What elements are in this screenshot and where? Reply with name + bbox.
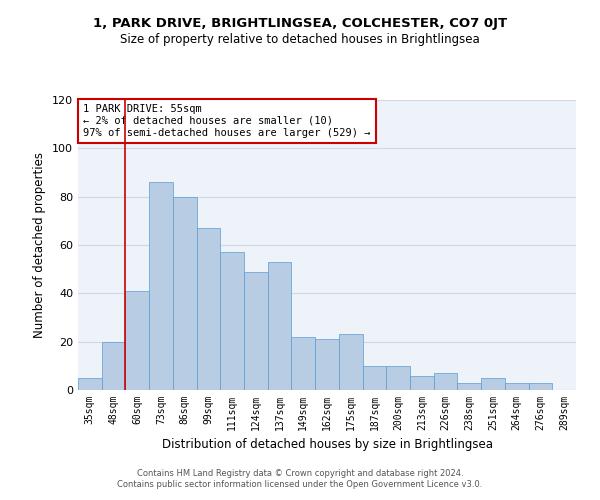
Bar <box>268 262 292 390</box>
Bar <box>386 366 410 390</box>
Bar <box>125 291 149 390</box>
Text: 1, PARK DRIVE, BRIGHTLINGSEA, COLCHESTER, CO7 0JT: 1, PARK DRIVE, BRIGHTLINGSEA, COLCHESTER… <box>93 18 507 30</box>
Bar <box>220 252 244 390</box>
Bar <box>434 373 457 390</box>
Text: Contains HM Land Registry data © Crown copyright and database right 2024.: Contains HM Land Registry data © Crown c… <box>137 468 463 477</box>
Bar <box>173 196 197 390</box>
Bar <box>481 378 505 390</box>
Text: Size of property relative to detached houses in Brightlingsea: Size of property relative to detached ho… <box>120 32 480 46</box>
Y-axis label: Number of detached properties: Number of detached properties <box>34 152 46 338</box>
Bar <box>529 383 552 390</box>
Bar <box>457 383 481 390</box>
Text: 1 PARK DRIVE: 55sqm
← 2% of detached houses are smaller (10)
97% of semi-detache: 1 PARK DRIVE: 55sqm ← 2% of detached hou… <box>83 104 370 138</box>
Bar <box>197 228 220 390</box>
Bar <box>339 334 362 390</box>
Bar <box>505 383 529 390</box>
X-axis label: Distribution of detached houses by size in Brightlingsea: Distribution of detached houses by size … <box>161 438 493 452</box>
Bar <box>244 272 268 390</box>
Bar <box>149 182 173 390</box>
Bar <box>362 366 386 390</box>
Bar <box>410 376 434 390</box>
Bar <box>78 378 102 390</box>
Bar <box>102 342 125 390</box>
Text: Contains public sector information licensed under the Open Government Licence v3: Contains public sector information licen… <box>118 480 482 489</box>
Bar <box>315 339 339 390</box>
Bar <box>292 337 315 390</box>
